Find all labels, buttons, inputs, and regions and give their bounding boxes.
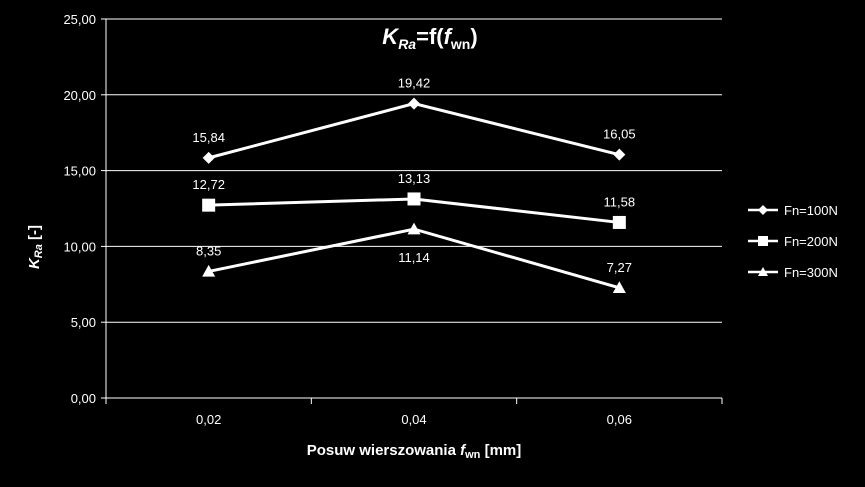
x-tick-label: 0,06 <box>607 412 632 427</box>
data-label: 16,05 <box>603 127 636 142</box>
data-label: 19,42 <box>398 76 431 91</box>
series-markers <box>202 97 626 293</box>
series-line <box>208 102 620 160</box>
y-tick-labels: 0,00 5,00 10,00 15,00 20,00 25,00 <box>63 12 96 406</box>
legend-label: Fn=200N <box>784 234 838 249</box>
y-tick-label: 10,00 <box>63 239 96 254</box>
y-tick-label: 0,00 <box>71 391 96 406</box>
data-point-square <box>202 198 216 212</box>
y-tick-label: 25,00 <box>63 12 96 27</box>
x-tick-label: 0,02 <box>196 412 221 427</box>
gridlines <box>101 18 722 399</box>
legend-label: Fn=100N <box>784 203 838 218</box>
legend: Fn=100N Fn=200N Fn=300N <box>748 203 838 280</box>
data-label: 15,84 <box>192 130 225 145</box>
data-point-triangle <box>758 267 768 276</box>
data-point-triangle <box>612 281 626 293</box>
data-point-diamond <box>202 151 215 164</box>
data-point-triangle <box>407 222 421 235</box>
chart-title: KRa=f(fwn) <box>382 24 477 52</box>
y-tick-label: 5,00 <box>71 315 96 330</box>
data-point-square <box>612 215 626 229</box>
legend-label: Fn=300N <box>784 265 838 280</box>
data-point-diamond <box>408 97 420 110</box>
y-tick-label: 15,00 <box>63 164 96 179</box>
data-labels: 15,84 19,42 16,05 12,72 13,13 11,58 8,35 11,14 7… <box>192 76 635 275</box>
data-label: 13,13 <box>398 171 431 186</box>
x-axis <box>105 19 723 404</box>
y-tick-label: 20,00 <box>63 88 96 103</box>
y-axis-title: KRa [-] <box>26 225 45 269</box>
data-label: 11,14 <box>398 250 430 265</box>
x-tick-label: 0,04 <box>401 412 426 427</box>
data-point-square <box>407 192 421 206</box>
data-label: 11,58 <box>604 194 636 209</box>
x-tick-labels: 0,02 0,04 0,06 <box>196 412 632 427</box>
data-label: 8,35 <box>196 243 221 258</box>
data-point-square <box>758 236 768 246</box>
data-label: 7,27 <box>607 260 632 275</box>
x-axis-title: Posuw wierszowania fwn [mm] <box>307 442 522 461</box>
data-point-diamond <box>613 148 626 161</box>
data-point-diamond <box>758 205 768 215</box>
data-point-triangle <box>202 264 216 277</box>
data-label: 12,72 <box>192 177 225 192</box>
